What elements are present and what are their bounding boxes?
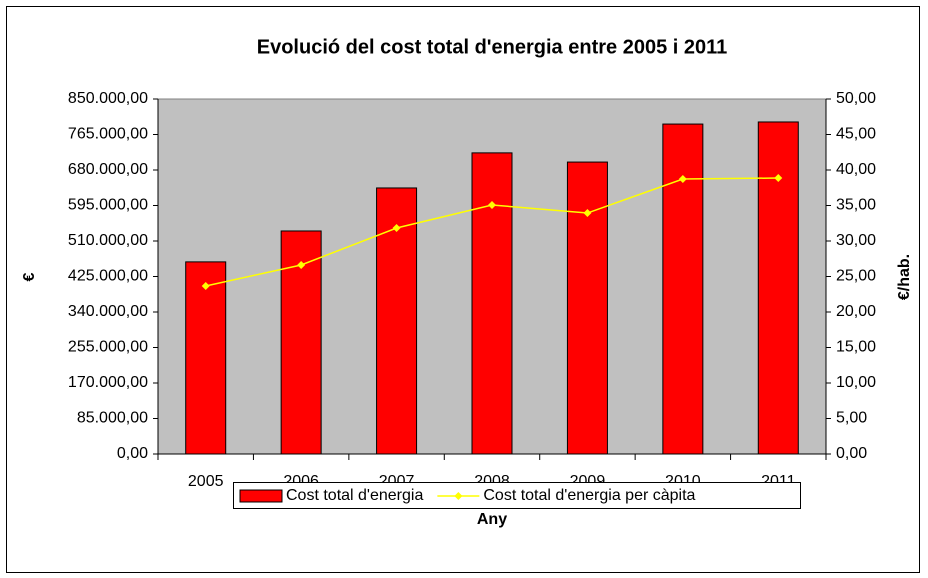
y2-tick-label: 15,00: [836, 339, 876, 356]
bar: [185, 261, 227, 455]
y-tick-label: 595.000,00: [68, 197, 148, 214]
y2-tick-label: 40,00: [836, 161, 876, 178]
y2-tick-label: 5,00: [836, 410, 867, 427]
y-tick-label: 425.000,00: [68, 268, 148, 285]
line-marker: [488, 201, 496, 210]
y-tick-label: 680.000,00: [68, 161, 148, 178]
y2-tick-label: 20,00: [836, 303, 876, 320]
y2-tick-label: 35,00: [836, 197, 876, 214]
x-tick-label: 2005: [188, 473, 224, 490]
y-axis-label: €: [21, 272, 38, 281]
line-marker: [297, 260, 306, 269]
legend-box: [233, 482, 801, 509]
y2-tick-label: 50,00: [836, 90, 876, 107]
y-tick-label: 170.000,00: [68, 374, 148, 391]
x-axis-label: Any: [477, 511, 507, 528]
line-marker: [774, 174, 783, 183]
legend-marker: [454, 492, 463, 500]
line-marker: [583, 209, 592, 218]
y-tick-label: 850.000,00: [68, 90, 148, 107]
y-tick-label: 510.000,00: [68, 232, 148, 249]
line-marker: [201, 282, 210, 291]
y-tick-label: 255.000,00: [68, 339, 148, 356]
y2-axis-label: €/hab.: [896, 254, 913, 300]
y2-tick-label: 25,00: [836, 268, 876, 285]
bar: [662, 123, 704, 455]
y-tick-label: 0,00: [117, 445, 148, 462]
y-tick-label: 85.000,00: [77, 410, 148, 427]
legend-swatch: [239, 489, 283, 503]
bar: [376, 187, 418, 455]
y-tick-label: 340.000,00: [68, 303, 148, 320]
bar: [471, 152, 513, 455]
legend-label: Cost total d'energia: [286, 487, 423, 504]
line-marker: [392, 224, 401, 233]
line-marker: [678, 175, 687, 184]
chart-title: Evolució del cost total d'energia entre …: [257, 36, 728, 58]
y2-tick-label: 10,00: [836, 374, 876, 391]
y2-tick-label: 0,00: [836, 445, 867, 462]
bar: [566, 161, 608, 455]
y-tick-label: 765.000,00: [68, 126, 148, 143]
legend-label: Cost total d'energia per càpita: [483, 487, 695, 504]
y2-tick-label: 30,00: [836, 232, 876, 249]
bar: [757, 121, 799, 455]
y2-tick-label: 45,00: [836, 126, 876, 143]
